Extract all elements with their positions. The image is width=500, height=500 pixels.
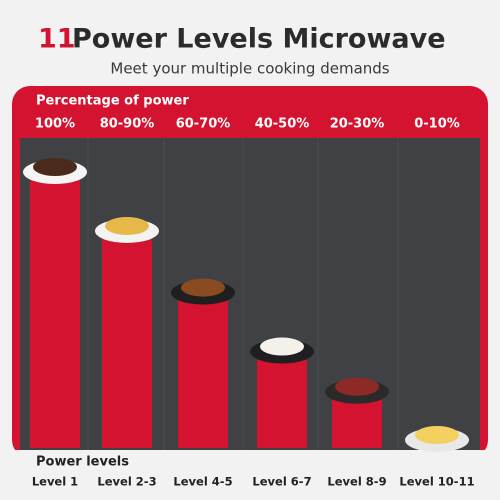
- footer-area: [12, 450, 488, 500]
- plot-area: [20, 138, 480, 450]
- subtitle: Meet your multiple cooking demands: [110, 60, 389, 78]
- x-tick-label: Level 6-7: [252, 475, 311, 489]
- food: [260, 337, 304, 356]
- food: [33, 158, 77, 176]
- x-tick-label: Level 4-5: [173, 475, 232, 489]
- bar: [332, 399, 382, 448]
- food: [415, 426, 459, 444]
- power-label: 40-50%: [255, 117, 310, 132]
- x-tick-label: Level 1: [32, 475, 78, 489]
- x-tick-label: Level 8-9: [327, 475, 386, 489]
- bar: [30, 180, 80, 448]
- power-label: 60-70%: [176, 117, 231, 132]
- x-axis-label: Power levels: [36, 455, 129, 470]
- power-label: 20-30%: [330, 117, 385, 132]
- food: [181, 278, 225, 297]
- bar: [257, 359, 307, 448]
- power-label: 80-90%: [100, 117, 155, 132]
- food: [335, 377, 379, 396]
- power-label: 0-10%: [414, 117, 460, 132]
- bar: [178, 300, 228, 448]
- x-tick-label: Level 10-11: [399, 475, 474, 489]
- header: Percentage of power: [36, 94, 189, 109]
- x-tick-label: Level 2-3: [97, 475, 156, 489]
- power-label: 100%: [35, 117, 75, 132]
- food: [105, 216, 149, 235]
- title-number: 11: [38, 24, 76, 55]
- title: Power Levels Microwave: [72, 24, 446, 55]
- bar: [102, 238, 152, 448]
